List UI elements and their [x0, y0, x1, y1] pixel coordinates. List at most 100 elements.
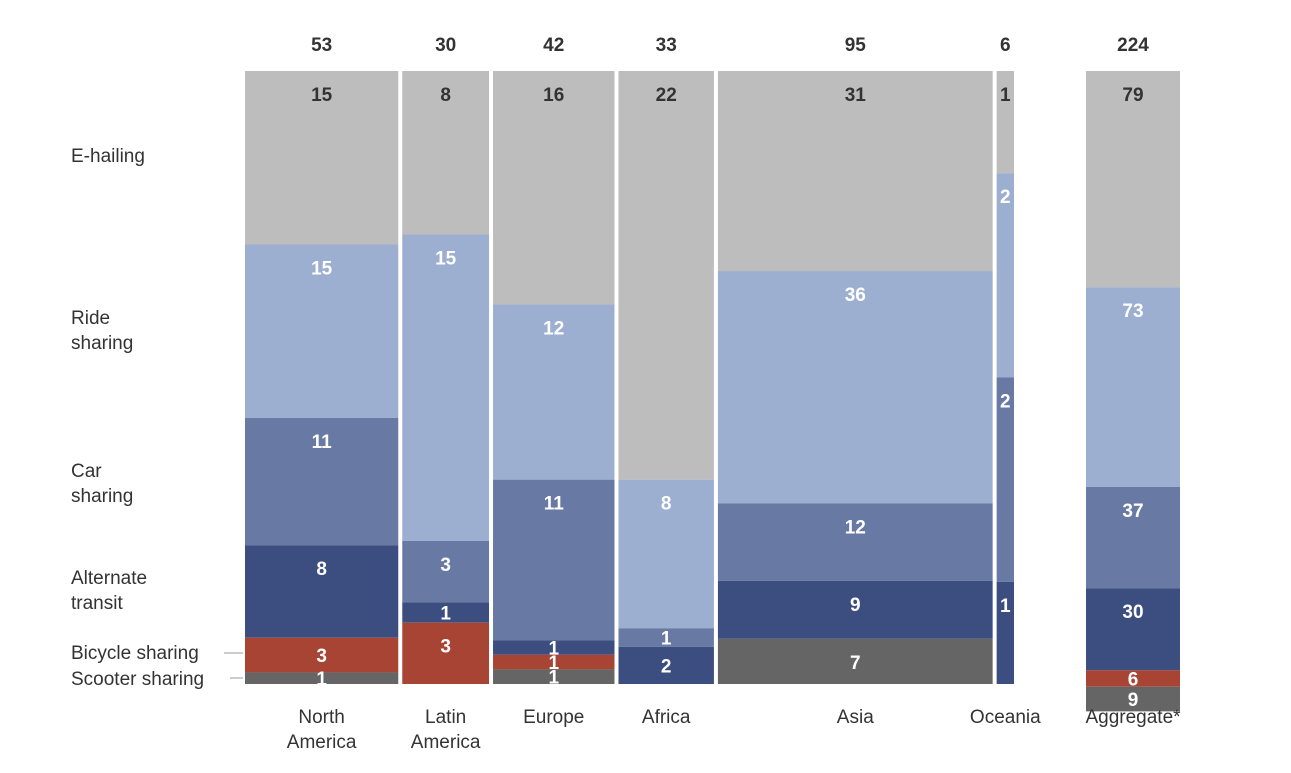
category-label: Aggregate* [1085, 707, 1181, 728]
segment-value-label: 2 [661, 656, 672, 677]
category-label: America [287, 732, 357, 753]
segment-value-label: 7 [850, 653, 861, 674]
segment-value-label: 1 [316, 669, 327, 690]
segment-e-hailing [245, 71, 399, 245]
series-label-line: Bicycle sharing [71, 643, 199, 664]
category-label: North [298, 707, 344, 728]
segment-value-label: 15 [311, 258, 333, 279]
segment-bicycle-sharing [493, 654, 615, 670]
segment-ride-sharing [996, 173, 1014, 378]
column-total: 224 [1117, 35, 1149, 56]
segment-value-label: 30 [1122, 602, 1143, 623]
segment-bicycle-sharing [245, 637, 399, 673]
segment-e-hailing [1086, 71, 1180, 288]
category-label: Latin [425, 707, 466, 728]
column-latin-america: 8 15 3 1 3 [402, 71, 490, 684]
column-total: 42 [543, 35, 564, 56]
series-label-alternate-transit: Alternate transit [71, 568, 147, 614]
segment-value-label: 11 [312, 432, 333, 453]
column-aggregate: 79 73 37 30 69 [1086, 71, 1180, 712]
series-label-line: transit [71, 593, 123, 614]
segment-scooter-sharing [493, 669, 615, 684]
segment-value-label: 12 [543, 319, 564, 340]
segment-alternate-transit [996, 581, 1014, 684]
segment-car-sharing [1086, 486, 1180, 589]
segment-value-label: 2 [1000, 392, 1011, 413]
segment-alternate-transit [402, 602, 490, 623]
category-label: Oceania [970, 707, 1041, 728]
segment-value-label: 31 [845, 85, 867, 106]
segment-value-label: 15 [435, 248, 457, 269]
segment-e-hailing [618, 71, 714, 480]
category-label: Africa [642, 707, 691, 728]
segment-bicycle-sharing [1086, 670, 1180, 687]
series-label-line: Alternate [71, 568, 147, 589]
segment-value-label: 12 [845, 517, 866, 538]
segment-value-label: 1 [1000, 596, 1011, 617]
column-north-america: 15 15 11 8 31 [245, 71, 399, 690]
segment-ride-sharing [618, 479, 714, 629]
segment-scooter-sharing [1086, 686, 1180, 712]
column-oceania: 1 2 2 1 [996, 71, 1014, 684]
segment-value-label: 1 [661, 629, 672, 650]
segment-value-label: 1 [1000, 85, 1011, 106]
series-label-line: Car [71, 461, 102, 482]
segment-scooter-sharing [717, 638, 993, 684]
segment-value-label: 15 [311, 85, 333, 106]
segment-alternate-transit [493, 640, 615, 655]
segment-value-label: 9 [1128, 690, 1139, 711]
columns: 1515118318153131612111112281231361297122… [245, 71, 1180, 712]
category-label: Europe [523, 707, 584, 728]
segment-car-sharing [996, 377, 1014, 582]
segment-car-sharing [245, 417, 399, 546]
segment-value-label: 79 [1122, 85, 1143, 106]
segment-alternate-transit [1086, 588, 1180, 671]
segment-ride-sharing [493, 304, 615, 480]
series-label-line: E-hailing [71, 146, 145, 167]
segment-value-label: 73 [1122, 301, 1143, 322]
segment-value-label: 8 [440, 85, 451, 106]
series-label-car-sharing: Car sharing [71, 461, 133, 507]
column-total: 6 [1000, 35, 1011, 56]
segment-car-sharing [618, 628, 714, 647]
segment-value-label: 1 [548, 653, 559, 674]
segment-value-label: 3 [316, 646, 327, 667]
series-label-bicycle-sharing: Bicycle sharing [71, 643, 199, 664]
segment-value-label: 8 [316, 559, 327, 580]
column-totals: 53 30 42 33 95 6 224 [311, 35, 1149, 56]
segment-value-label: 16 [543, 85, 564, 106]
segment-car-sharing [402, 540, 490, 603]
segment-e-hailing [493, 71, 615, 305]
column-africa: 22 8 1 2 [618, 71, 714, 684]
category-labels: North America Latin America Europe Africa Asia… [287, 707, 1181, 753]
column-total: 33 [656, 35, 677, 56]
series-label-line: sharing [71, 333, 133, 354]
segment-value-label: 9 [850, 595, 861, 616]
segment-value-label: 6 [1128, 670, 1139, 691]
segment-value-label: 8 [661, 494, 672, 515]
segment-ride-sharing [717, 271, 993, 504]
segment-alternate-transit [245, 545, 399, 638]
segment-alternate-transit [717, 580, 993, 639]
segment-value-label: 22 [656, 85, 677, 106]
series-label-ride-sharing: Ride sharing [71, 308, 133, 354]
segment-ride-sharing [1086, 287, 1180, 487]
series-label-scooter-sharing: Scooter sharing [71, 669, 204, 690]
category-label: Asia [837, 707, 874, 728]
segment-value-label: 37 [1122, 501, 1143, 522]
segment-car-sharing [717, 503, 993, 581]
segment-value-label: 36 [845, 285, 866, 306]
segment-value-label: 11 [544, 494, 565, 515]
series-label-e-hailing: E-hailing [71, 146, 145, 167]
segment-ride-sharing [402, 234, 490, 541]
segment-car-sharing [493, 479, 615, 641]
series-label-line: sharing [71, 486, 133, 507]
series-label-line: Ride [71, 308, 110, 329]
segment-e-hailing [402, 71, 490, 235]
series-label-line: Scooter sharing [71, 669, 204, 690]
segment-value-label: 1 [440, 603, 451, 624]
category-label: America [411, 732, 481, 753]
segment-e-hailing [717, 71, 993, 272]
